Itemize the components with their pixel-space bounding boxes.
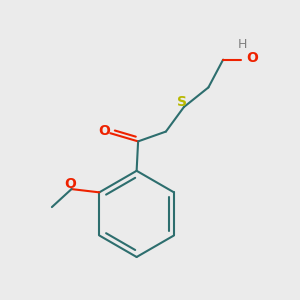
Text: O: O [64,177,76,191]
Text: S: S [177,95,188,109]
Text: H: H [238,38,247,51]
Text: O: O [246,51,258,65]
Text: O: O [98,124,110,138]
